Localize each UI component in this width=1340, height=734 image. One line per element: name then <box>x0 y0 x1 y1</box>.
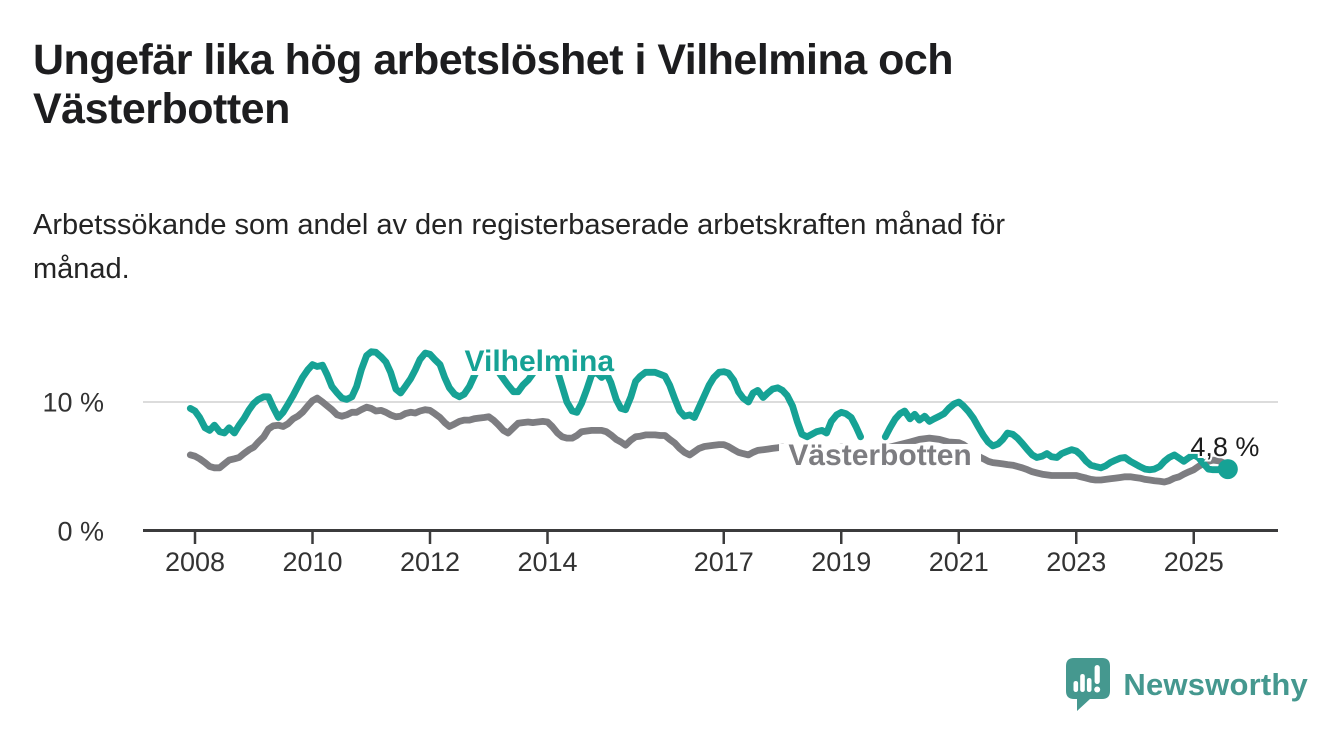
label-mask-v-sterbotten <box>779 443 982 471</box>
x-axis-tick-label-2014: 2014 <box>517 547 577 577</box>
end-value-label: 4,8 % <box>1190 432 1259 462</box>
x-axis-tick-label-2023: 2023 <box>1046 547 1106 577</box>
bar-chart-speech-bubble-icon <box>1066 658 1111 711</box>
label-mask-vilhelmina <box>453 345 626 376</box>
chart-subtitle-line2: månad. <box>33 253 130 285</box>
series-line-vilhelmina <box>186 348 1232 474</box>
y-axis-label-10: 10 % <box>42 388 104 418</box>
series-line-v-sterbotten <box>186 394 1232 486</box>
x-axis-tick-label-2017: 2017 <box>694 547 754 577</box>
x-axis-tick-label-2012: 2012 <box>400 547 460 577</box>
x-axis-tick-label-2008: 2008 <box>165 547 225 577</box>
x-axis-tick-label-2019: 2019 <box>811 547 871 577</box>
end-point-dot <box>1217 459 1238 480</box>
chart-subtitle: Arbetssökande som andel av den registerb… <box>33 203 1005 291</box>
x-axis-tick-label-2010: 2010 <box>282 547 342 577</box>
page-title-line1: Ungefär lika hög arbetslöshet i Vilhelmi… <box>33 36 954 84</box>
chart-subtitle-line1: Arbetssökande som andel av den registerb… <box>33 209 1006 241</box>
page-title: Ungefär lika hög arbetslöshet i Vilhelmi… <box>33 36 954 134</box>
newsworthy-logo-text: Newsworthy <box>1123 667 1308 702</box>
series-label-vilhelmina: Vilhelmina <box>465 345 615 378</box>
newsworthy-logo: Newsworthy <box>1066 658 1308 712</box>
series-label-v-sterbotten: Västerbotten <box>788 439 971 472</box>
x-axis-tick-label-2021: 2021 <box>929 547 989 577</box>
x-axis-tick-label-2025: 2025 <box>1164 547 1224 577</box>
y-axis-label-0: 0 % <box>57 517 104 547</box>
page-title-line2: Västerbotten <box>33 85 290 133</box>
